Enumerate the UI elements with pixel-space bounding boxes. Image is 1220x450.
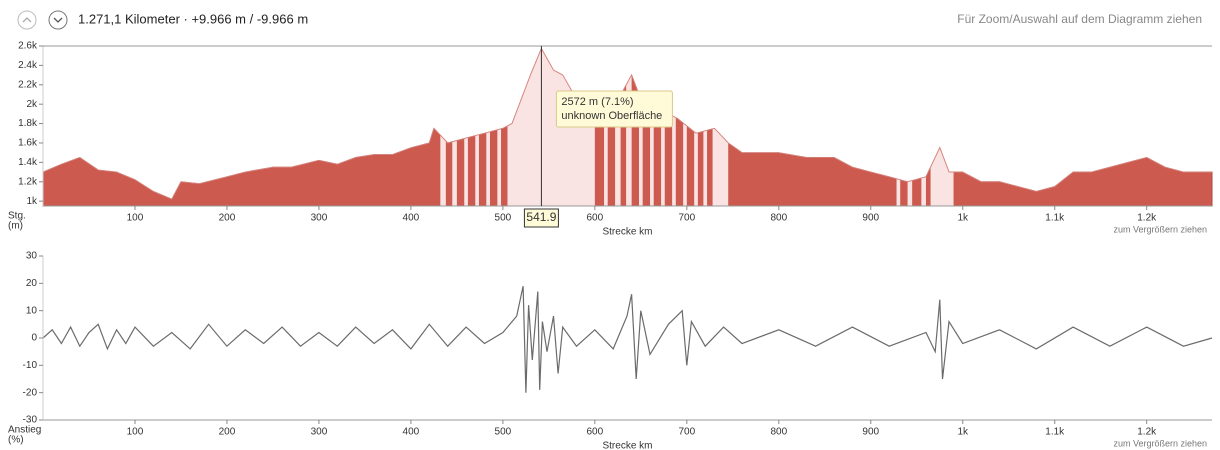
unknown-surface-strip (497, 48, 502, 206)
y-tick-label: 1.4k (18, 157, 38, 168)
unknown-surface-strip (452, 48, 457, 206)
unknown-surface-strip (712, 48, 729, 206)
x-tick-label: 1.2k (1137, 427, 1157, 438)
y-tick-label: -20 (23, 387, 38, 398)
x-tick-label: 400 (403, 213, 420, 224)
x-tick-label: 600 (587, 213, 604, 224)
unknown-surface-strip (683, 48, 687, 206)
y-tick-label: 20 (26, 278, 38, 289)
x-tick-label: 1.2k (1137, 213, 1157, 224)
x-tick-label: 1k (957, 427, 969, 438)
x-tick-label: 1k (957, 213, 969, 224)
x-tick-label: 700 (678, 427, 695, 438)
y-tick-label: 2k (26, 99, 38, 110)
x-axis-label: Strecke km (602, 227, 652, 238)
y-tick-label: 1.8k (18, 118, 38, 129)
y-tick-label: 1.6k (18, 138, 38, 149)
zoom-note: zum Vergrößern ziehen (1113, 438, 1207, 448)
x-tick-label: 100 (127, 427, 144, 438)
unknown-surface-strip (672, 48, 676, 206)
x-tick-label: 800 (770, 427, 787, 438)
x-tick-label: 600 (587, 427, 604, 438)
x-tick-label: 300 (311, 213, 328, 224)
unknown-surface-strip (464, 48, 468, 206)
x-tick-label: 1.1k (1045, 213, 1065, 224)
y-tick-label: 1k (26, 196, 38, 207)
x-tick-label: 400 (403, 427, 420, 438)
unknown-surface-strip (896, 48, 901, 206)
unknown-surface-strip (921, 48, 926, 206)
y-axis-label: (%) (8, 435, 24, 446)
collapse-up-button[interactable] (17, 10, 37, 30)
x-tick-label: 700 (678, 213, 695, 224)
x-tick-label: 500 (495, 427, 512, 438)
x-axis-label: Strecke km (602, 441, 652, 450)
x-tick-label: 200 (219, 213, 236, 224)
x-tick-label: 200 (219, 427, 236, 438)
y-axis-label: Anstieg (8, 425, 41, 436)
x-tick-label: 900 (862, 213, 879, 224)
y-tick-label: 2.6k (18, 41, 38, 52)
y-tick-label: 2.4k (18, 60, 38, 71)
unknown-surface-strip (930, 48, 954, 206)
x-tick-label: 900 (862, 427, 879, 438)
y-tick-label: 30 (26, 251, 38, 262)
y-tick-label: 10 (26, 305, 38, 316)
x-tick-label: 100 (127, 213, 144, 224)
x-tick-label: 300 (311, 427, 328, 438)
gradient-line (42, 285, 1213, 393)
x-tick-label: 500 (495, 213, 512, 224)
y-tick-label: 0 (31, 333, 37, 344)
tooltip-line: 2572 m (7.1%) (561, 96, 633, 108)
y-tick-label: 2.2k (18, 79, 38, 90)
y-tick-label: -10 (23, 360, 38, 371)
unknown-surface-strip (475, 48, 479, 206)
y-axis-label: (m) (8, 221, 23, 232)
y-tick-label: 1.2k (18, 176, 38, 187)
cursor-label-box (523, 208, 559, 228)
summary: 1.271,1 Kilometer · +9.966 m / -9.966 m (78, 11, 308, 26)
tooltip-box (555, 90, 673, 128)
unknown-surface-strip (440, 48, 446, 206)
cursor-label: 541.9 (526, 210, 556, 224)
hint: Für Zoom/Auswahl auf dem Diagramm ziehen (957, 12, 1202, 26)
expand-down-button[interactable] (48, 10, 68, 30)
tooltip-line: unknown Oberfläche (561, 110, 662, 122)
x-tick-label: 1.1k (1045, 427, 1065, 438)
x-tick-label: 800 (770, 213, 787, 224)
y-axis-label: Stg. (8, 211, 26, 222)
unknown-surface-strip (694, 48, 698, 206)
unknown-surface-strip (486, 48, 490, 206)
zoom-note: zum Vergrößern ziehen (1113, 224, 1207, 234)
y-tick-label: -30 (23, 415, 38, 426)
unknown-surface-strip (703, 48, 708, 206)
